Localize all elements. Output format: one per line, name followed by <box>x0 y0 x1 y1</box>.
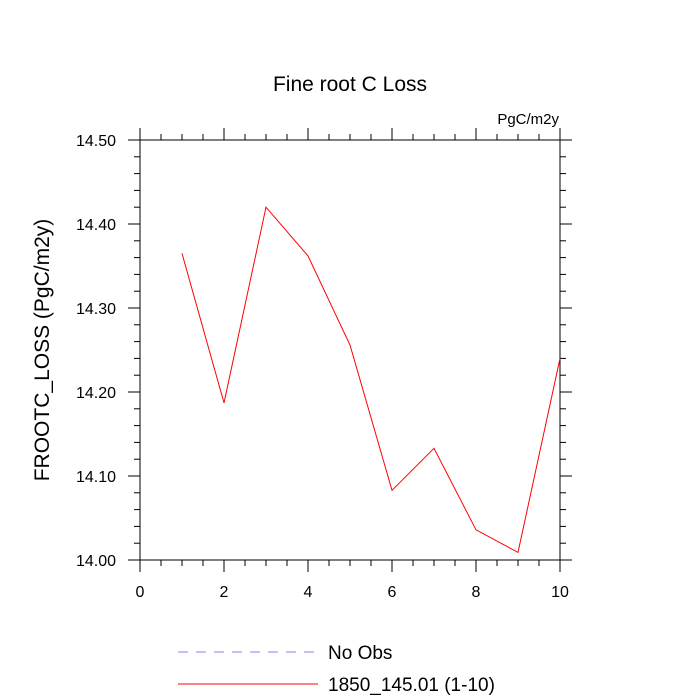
x-tick-label: 8 <box>472 584 481 601</box>
legend: No Obs 1850_145.01 (1-10) <box>178 643 495 696</box>
chart-title: Fine root C Loss <box>273 73 427 96</box>
y-tick-label: 14.50 <box>76 133 116 150</box>
units-label: PgC/m2y <box>497 111 559 128</box>
legend-label: 1850_145.01 (1-10) <box>328 675 495 696</box>
y-tick-label: 14.30 <box>76 301 116 318</box>
plot-frame <box>139 139 561 561</box>
tick-labels: 0 2 4 6 8 10 14.00 14.10 14.20 14.30 14.40 14.50 <box>76 133 569 601</box>
axis-ticks <box>128 128 572 572</box>
x-tick-label: 6 <box>388 584 397 601</box>
x-tick-label: 0 <box>136 584 145 601</box>
y-tick-label: 14.10 <box>76 469 116 486</box>
y-tick-label: 14.40 <box>76 217 116 234</box>
x-tick-label: 4 <box>304 584 313 601</box>
x-tick-label: 10 <box>551 584 569 601</box>
y-tick-label: 14.20 <box>76 385 116 402</box>
legend-label: No Obs <box>328 643 392 664</box>
series-line <box>181 206 561 554</box>
y-tick-label: 14.00 <box>76 553 116 570</box>
series-group <box>181 206 561 554</box>
y-axis-label: FROOTC_LOSS (PgC/m2y) <box>31 219 54 482</box>
x-tick-label: 2 <box>220 584 229 601</box>
